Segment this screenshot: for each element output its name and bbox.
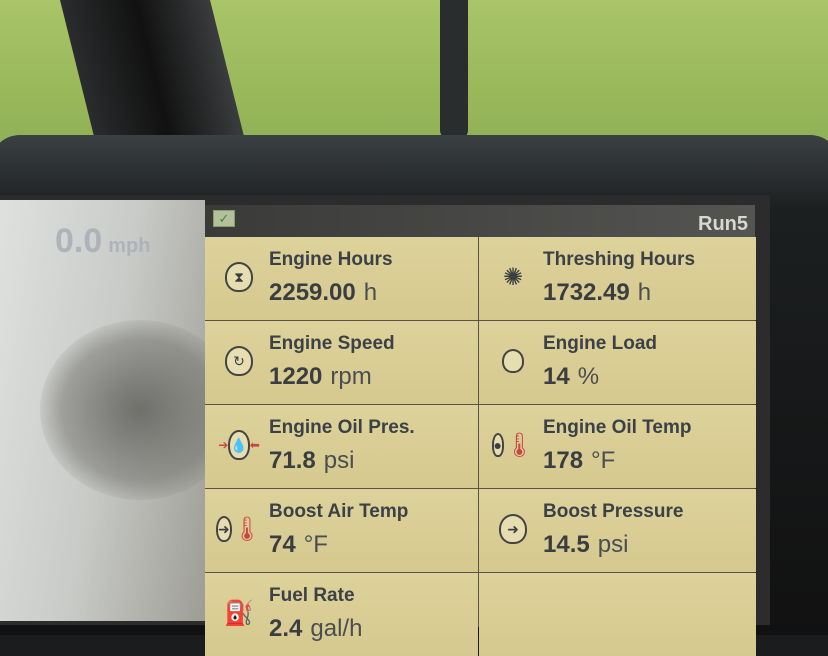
reading-value: 2259.00 h: [269, 279, 378, 306]
reading-engine-oil-pressure[interactable]: ➔ 💧 ⬅ Engine Oil Pres. 71.8 psi: [205, 405, 478, 488]
reading-value: 14%: [543, 363, 600, 390]
reading-engine-hours[interactable]: ⧗ Engine Hours 2259.00 h: [205, 237, 478, 320]
profile-name[interactable]: Run5: [698, 213, 748, 235]
boost-air-temp-icon: ➜ 🌡: [215, 515, 263, 543]
fuel-rate-icon: ⛽: [224, 599, 254, 627]
ground-speed: 0.0 mph: [55, 222, 150, 261]
speed-unit: mph: [108, 235, 151, 257]
reading-value: 1220 rpm: [269, 363, 372, 390]
reading-boost-air-temp[interactable]: ➜ 🌡 Boost Air Temp 74 °F: [205, 489, 478, 572]
oil-pressure-icon: ➔ 💧 ⬅: [218, 425, 260, 465]
reading-label: Engine Load: [543, 333, 657, 354]
reading-value: 2.4 gal/h: [269, 615, 363, 642]
reading-engine-speed[interactable]: ↻ Engine Speed 1220 rpm: [205, 321, 478, 404]
speed-value: 0.0: [55, 222, 103, 260]
reading-engine-load[interactable]: Engine Load 14%: [479, 321, 756, 404]
engine-rotation-icon: ↻: [219, 341, 259, 381]
reading-value: 1732.49 h: [543, 279, 652, 306]
oil-temperature-icon: ● 🌡: [491, 431, 535, 459]
readings-grid: ⧗ Engine Hours 2259.00 h ✺ Threshing Hours 17…: [205, 237, 756, 656]
reading-engine-oil-temp[interactable]: ● 🌡 Engine Oil Temp 178 °F: [479, 405, 756, 488]
top-bar: [205, 205, 755, 237]
threshing-hourglass-icon: ✺: [502, 263, 524, 291]
reading-value: 14.5 psi: [543, 531, 629, 558]
reading-label: Fuel Rate: [269, 585, 355, 606]
reading-fuel-rate[interactable]: ⛽ Fuel Rate 2.4 gal/h: [205, 573, 478, 656]
reading-threshing-hours[interactable]: ✺ Threshing Hours 1732.49 h: [479, 237, 756, 320]
reading-label: Engine Hours: [269, 249, 393, 270]
reading-label: Boost Pressure: [543, 501, 684, 522]
reading-label: Threshing Hours: [543, 249, 696, 270]
reading-label: Engine Speed: [269, 333, 395, 354]
reading-value: 71.8 psi: [269, 447, 355, 474]
cab-rail: [440, 0, 468, 140]
checkbox-icon[interactable]: ✓: [213, 210, 235, 227]
boost-pressure-icon: ➜: [493, 509, 533, 549]
reading-value: 74 °F: [269, 531, 328, 558]
reading-value: 178 °F: [543, 447, 616, 474]
engine-load-icon: [493, 341, 533, 381]
reading-label: Boost Air Temp: [269, 501, 409, 522]
engine-hourglass-icon: ⧗: [219, 257, 259, 297]
reading-label: Engine Oil Temp: [543, 417, 692, 438]
reading-label: Engine Oil Pres.: [269, 417, 415, 438]
reading-empty[interactable]: [479, 573, 756, 656]
reading-boost-pressure[interactable]: ➜ Boost Pressure 14.5 psi: [479, 489, 756, 572]
